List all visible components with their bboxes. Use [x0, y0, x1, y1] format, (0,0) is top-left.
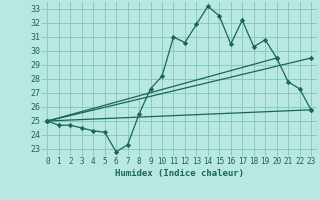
X-axis label: Humidex (Indice chaleur): Humidex (Indice chaleur) [115, 169, 244, 178]
